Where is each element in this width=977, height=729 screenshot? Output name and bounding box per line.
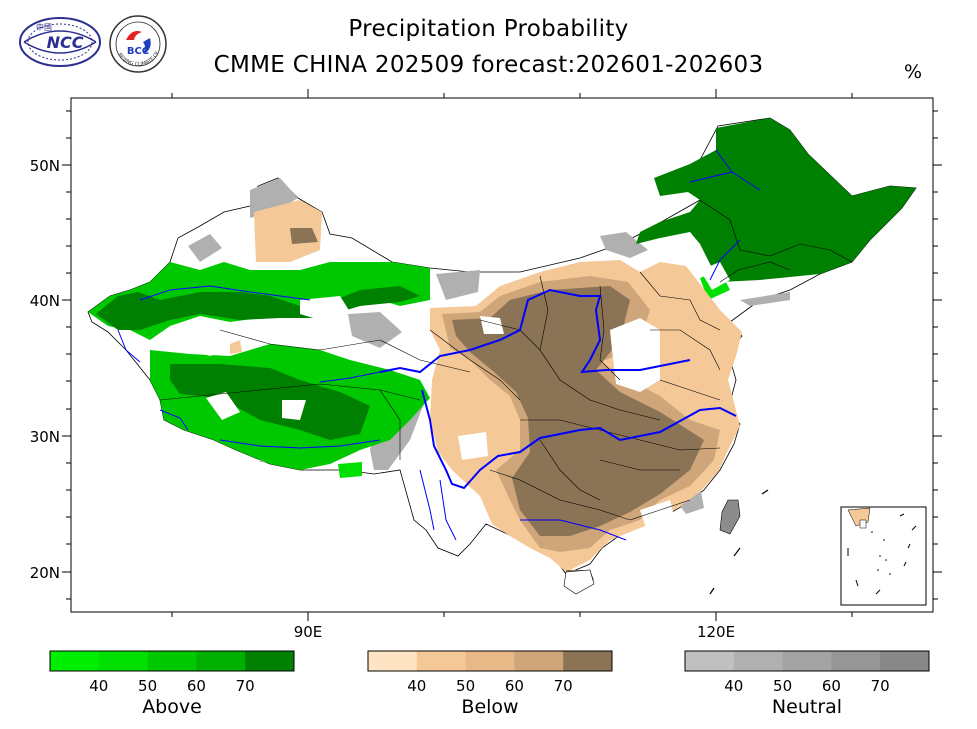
colorbar-swatch bbox=[50, 651, 100, 671]
colorbar-title: Neutral bbox=[772, 696, 842, 718]
map-ticks bbox=[62, 89, 942, 621]
colorbar-tick-label: 60 bbox=[187, 677, 206, 695]
colorbar-title: Below bbox=[461, 696, 518, 718]
colorbar-legend: 40 50 60 70 Above 40 50 60 70 Below 40 50 60 70 Neutra… bbox=[49, 650, 930, 718]
above-patch bbox=[338, 462, 362, 478]
colorbar-swatch bbox=[831, 651, 881, 671]
colorbar-tick-label: 70 bbox=[554, 677, 573, 695]
colorbar-tick-label: 40 bbox=[407, 677, 426, 695]
lat-label: 40N bbox=[30, 292, 60, 310]
taiwan-island bbox=[719, 499, 741, 535]
colorbar-tick-label: 60 bbox=[822, 677, 841, 695]
yangtze-river bbox=[421, 389, 737, 490]
white-patch bbox=[610, 318, 660, 392]
ncc-logo: NCC 中国 bbox=[19, 17, 101, 67]
colorbar-swatch bbox=[782, 651, 832, 671]
map-subtitle: CMME CHINA 202509 forecast:202601-202603 bbox=[213, 52, 764, 78]
south-china-sea-inset bbox=[840, 506, 927, 606]
hainan-island bbox=[563, 569, 595, 595]
colorbar-tick-label: 70 bbox=[871, 677, 890, 695]
neutral-patch bbox=[600, 232, 648, 258]
colorbar-swatch bbox=[196, 651, 246, 671]
colorbar-tick-label: 40 bbox=[724, 677, 743, 695]
neutral-patch bbox=[188, 234, 222, 262]
neutral-patch bbox=[436, 270, 480, 300]
colorbar-tick-label: 50 bbox=[456, 677, 475, 695]
ncc-logo-cn-text: 中国 bbox=[36, 22, 52, 32]
colorbar-below: 40 50 60 70 Below bbox=[367, 650, 613, 718]
colorbar-swatch bbox=[563, 651, 613, 671]
lat-label: 20N bbox=[30, 564, 60, 582]
below-patch bbox=[230, 340, 242, 354]
above-patch bbox=[96, 286, 420, 330]
white-patch bbox=[700, 262, 730, 290]
above-patch bbox=[636, 118, 916, 282]
white-patch bbox=[206, 392, 240, 420]
colorbar-swatch bbox=[465, 651, 515, 671]
bcc-logo-text: BCC bbox=[127, 46, 149, 57]
colorbar-swatch bbox=[368, 651, 418, 671]
colorbar-frame bbox=[367, 650, 613, 672]
colorbar-swatch bbox=[147, 651, 197, 671]
colorbar-tick-label: 50 bbox=[773, 677, 792, 695]
colorbar-frame bbox=[49, 650, 295, 672]
white-patch bbox=[640, 500, 676, 528]
lon-label: 90E bbox=[294, 623, 323, 641]
neutral-patch bbox=[740, 292, 790, 306]
white-patch bbox=[458, 432, 488, 460]
below-patch bbox=[290, 228, 318, 244]
colorbar-swatch bbox=[98, 651, 149, 671]
below-patch bbox=[254, 200, 322, 262]
colorbar-tick-label: 70 bbox=[236, 677, 255, 695]
colorbar-above: 40 50 60 70 Above bbox=[49, 650, 295, 718]
colorbar-tick-label: 60 bbox=[505, 677, 524, 695]
neutral-patch bbox=[250, 178, 298, 218]
minor-rivers bbox=[117, 149, 761, 541]
yellow-river bbox=[379, 288, 691, 374]
province-boundaries bbox=[159, 199, 853, 521]
above-patch bbox=[170, 364, 370, 440]
colorbar-title: Above bbox=[142, 696, 202, 718]
map-title: Precipitation Probability bbox=[348, 16, 629, 42]
ncc-logo-text: NCC bbox=[47, 33, 84, 52]
major-rivers bbox=[379, 288, 737, 490]
white-patch bbox=[480, 316, 504, 334]
colorbar-frame bbox=[684, 650, 930, 672]
lon-label: 120E bbox=[697, 623, 735, 641]
lat-label: 50N bbox=[30, 157, 60, 175]
map-frame bbox=[70, 97, 934, 613]
neutral-patch bbox=[348, 312, 402, 348]
below-areas bbox=[230, 200, 742, 586]
below-patch bbox=[452, 286, 704, 536]
colorbar-swatch bbox=[733, 651, 784, 671]
colorbar-neutral: 40 50 60 70 Neutral bbox=[684, 650, 930, 718]
white-patch bbox=[188, 330, 238, 356]
colorbar-swatch bbox=[514, 651, 564, 671]
bcc-logo: BCC BEIJING CLIMATE CENTER bbox=[107, 14, 167, 73]
white-patch bbox=[300, 296, 350, 320]
colorbar-swatch bbox=[685, 651, 735, 671]
colorbar-swatch bbox=[416, 651, 467, 671]
small-islands bbox=[709, 489, 769, 595]
colorbar-tick-label: 50 bbox=[138, 677, 157, 695]
colorbar-swatch bbox=[245, 651, 295, 671]
colorbar-swatch bbox=[880, 651, 930, 671]
lat-label: 30N bbox=[30, 428, 60, 446]
white-patch bbox=[282, 400, 306, 420]
axis-labels: 50N 40N 30N 20N 90E 120E bbox=[30, 157, 735, 641]
unit-label: % bbox=[904, 61, 923, 83]
colorbar-tick-label: 40 bbox=[89, 677, 108, 695]
